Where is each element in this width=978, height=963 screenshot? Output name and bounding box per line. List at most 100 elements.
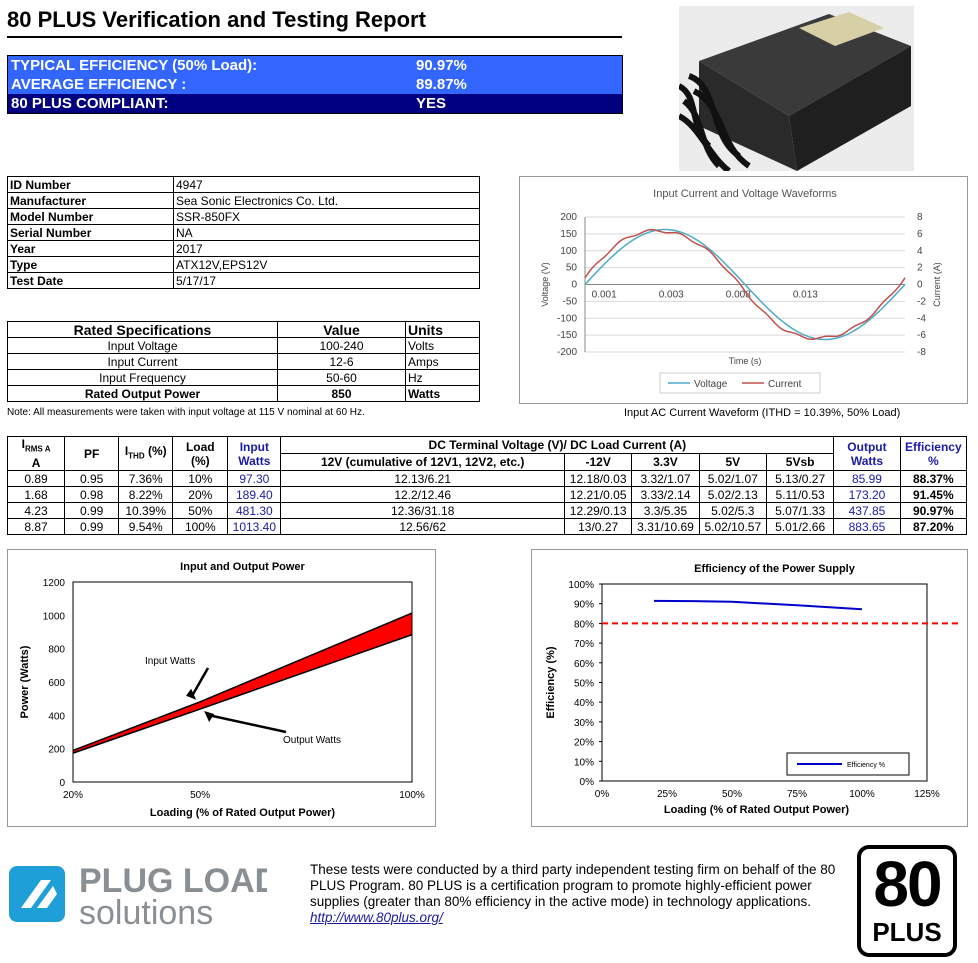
- table-cell: 1.68: [6, 486, 66, 504]
- table-row: Test Date 5/17/17: [7, 272, 480, 289]
- y-tick-label: 40%: [574, 698, 594, 709]
- table-cell: 0.99: [64, 502, 120, 520]
- y-tick-label: -100: [557, 313, 577, 324]
- unit-info-table: ID Number 4947 Manufacturer Sea Sonic Elec…: [7, 176, 480, 289]
- y-tick-label: 200: [560, 212, 577, 223]
- current-series: [584, 228, 906, 341]
- spec-value: 850: [277, 385, 406, 402]
- y-tick-label: 20%: [574, 738, 594, 749]
- y2-axis-label: Current (A): [932, 262, 942, 307]
- info-value: NA: [173, 224, 480, 241]
- table-cell: 20%: [172, 486, 229, 504]
- summary-value: YES: [416, 95, 447, 112]
- table-cell: 4.23: [6, 502, 66, 520]
- footer-link[interactable]: http://www.80plus.org/: [310, 910, 443, 925]
- column-header: Value: [277, 321, 406, 338]
- x-tick-label: 20%: [63, 790, 83, 801]
- spec-unit: Amps: [405, 353, 480, 370]
- summary-value: 90.97%: [416, 57, 467, 74]
- y-tick-label: 200: [48, 745, 65, 756]
- info-label: Type: [7, 256, 174, 273]
- table-row: Input Voltage 100-240 Volts: [7, 337, 480, 354]
- y-tick-label: 50: [566, 263, 578, 274]
- y-tick-label: 1000: [43, 611, 66, 622]
- info-value: SSR-850FX: [173, 208, 480, 225]
- table-row: ID Number 4947: [7, 176, 480, 193]
- table-cell: 5.02/5.3: [698, 502, 767, 520]
- badge-number: 80: [873, 848, 942, 920]
- y2-tick-label: -8: [917, 347, 926, 358]
- legend-label: Efficiency %: [847, 762, 885, 769]
- y-tick-label: 10%: [574, 757, 594, 768]
- x-tick-label: 75%: [787, 789, 807, 800]
- summary-row: 80 PLUS COMPLIANT: YES: [8, 94, 622, 113]
- legend-current-label: Current: [768, 379, 802, 390]
- power-supply-photo: [679, 6, 914, 171]
- summary-value: 89.87%: [416, 76, 467, 93]
- info-label: Serial Number: [7, 224, 174, 241]
- report-title: 80 PLUS Verification and Testing Report: [7, 7, 426, 32]
- badge-text: PLUS: [872, 917, 942, 947]
- header-subscript: RMS A: [24, 444, 51, 454]
- y-tick-label: 1200: [43, 578, 66, 589]
- y-axis-label: Voltage (V): [540, 262, 550, 307]
- summary-label: TYPICAL EFFICIENCY (50% Load):: [11, 57, 258, 74]
- spec-name: Rated Output Power: [7, 385, 278, 402]
- output-watts-series: [72, 634, 413, 754]
- summary-label: AVERAGE EFFICIENCY :: [11, 76, 187, 93]
- table-cell: 8.22%: [118, 486, 174, 504]
- table-cell: 0.98: [64, 486, 120, 504]
- table-cell: 3.32/1.07: [631, 470, 700, 488]
- legend-box: [659, 372, 821, 394]
- y2-tick-label: -2: [917, 296, 926, 307]
- table-cell: 5.02/10.57: [698, 518, 767, 536]
- table-cell: 7.36%: [118, 470, 174, 488]
- table-cell: 0.99: [64, 518, 120, 536]
- x-tick-label: 0%: [595, 789, 610, 800]
- input-watts-annotation: Input Watts: [145, 656, 195, 667]
- table-row: Rated Output Power 850 Watts: [7, 385, 480, 402]
- chart-title: Input and Output Power: [180, 561, 305, 573]
- spec-unit: Hz: [405, 369, 480, 386]
- x-tick-label: 0.003: [659, 290, 684, 301]
- y2-tick-label: -6: [917, 330, 926, 341]
- spec-name: Input Current: [7, 353, 278, 370]
- x-tick-label: 100%: [399, 790, 425, 801]
- header-text: (%): [144, 444, 167, 458]
- info-value: Sea Sonic Electronics Co. Ltd.: [173, 192, 480, 209]
- y-tick-label: 0: [59, 778, 65, 789]
- table-header-row: Rated Specifications Value Units: [7, 321, 480, 338]
- y-tick-label: 50%: [574, 679, 594, 690]
- output-watts-annotation: Output Watts: [283, 735, 341, 746]
- table-cell: 10.39%: [118, 502, 174, 520]
- chart-title: Efficiency of the Power Supply: [694, 563, 856, 575]
- table-cell: 3.31/10.69: [631, 518, 700, 536]
- dc-col-header: 3.3V: [631, 453, 700, 472]
- y-tick-label: 150: [560, 229, 577, 240]
- y-tick-label: 600: [48, 678, 65, 689]
- table-cell: 10%: [172, 470, 229, 488]
- table-cell: 189.40: [227, 486, 282, 504]
- load-header: Load (%): [172, 435, 229, 472]
- table-row: Serial Number NA: [7, 224, 480, 241]
- efficiency-series: [653, 599, 863, 611]
- logo-line2: solutions: [79, 894, 213, 928]
- table-row: 1.68 0.98 8.22% 20% 189.40 12.2/12.46 12.21/0.…: [6, 486, 968, 504]
- table-cell: 173.20: [833, 486, 901, 504]
- column-header: Rated Specifications: [7, 321, 278, 338]
- waveform-caption: Input AC Current Waveform (ITHD = 10.39%…: [624, 407, 901, 419]
- info-label: Model Number: [7, 208, 174, 225]
- y-tick-label: -200: [557, 347, 577, 358]
- spec-value: 12-6: [277, 353, 406, 370]
- y-tick-label: 100: [560, 246, 577, 257]
- table-cell: 5.01/2.66: [765, 518, 835, 536]
- y-tick-label: 400: [48, 711, 65, 722]
- ithd-header: ITHD (%): [118, 435, 174, 472]
- table-cell: 5.11/0.53: [765, 486, 835, 504]
- y-tick-label: 70%: [574, 639, 594, 650]
- y2-tick-label: 0: [917, 280, 923, 291]
- table-cell: 8.87: [6, 518, 66, 536]
- x-axis-label: Loading (% of Rated Output Power): [150, 807, 335, 819]
- x-tick-label: 0.013: [793, 290, 818, 301]
- y-axis-label: Power (Watts): [19, 645, 31, 718]
